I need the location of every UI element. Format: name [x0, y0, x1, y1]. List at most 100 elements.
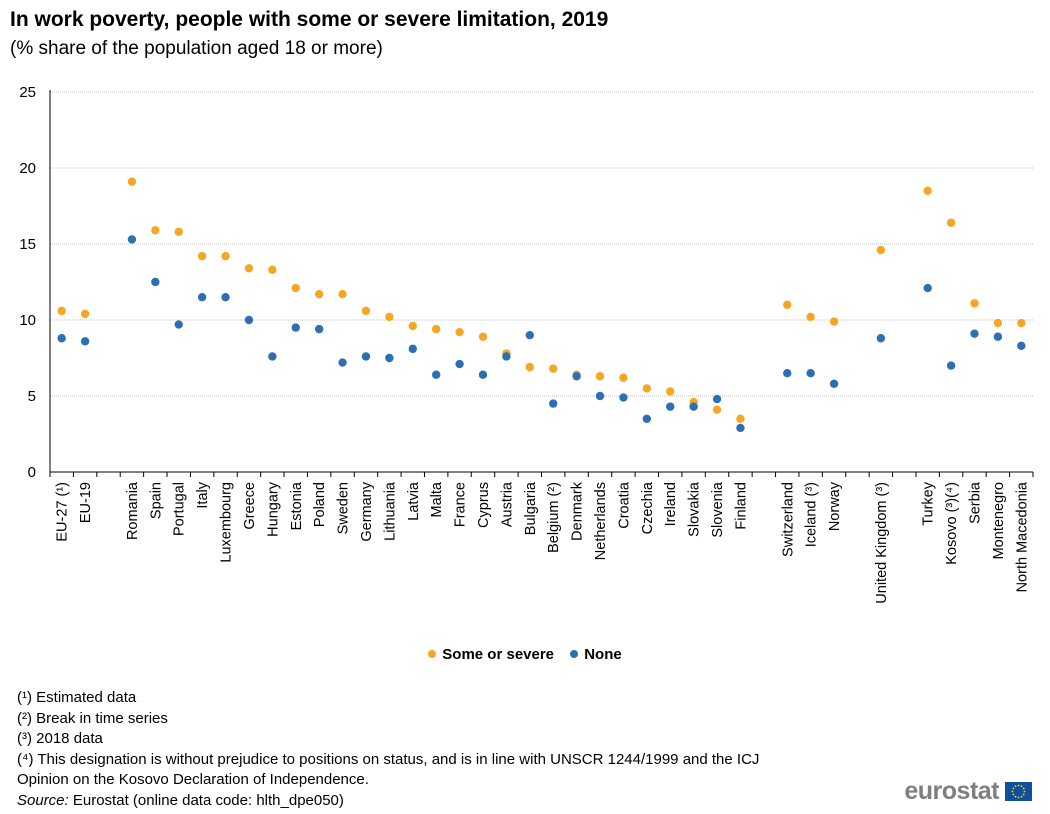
data-point-none — [619, 393, 628, 402]
data-point-some — [1017, 318, 1026, 328]
data-point-some — [619, 373, 628, 382]
data-point-none — [244, 315, 254, 325]
flag-star — [1020, 785, 1023, 788]
x-tick-label: Italy — [195, 481, 211, 508]
legend: Some or severe None — [0, 645, 1050, 663]
flag-star — [1020, 795, 1023, 798]
data-point-none — [291, 323, 300, 332]
data-point-some — [197, 251, 207, 261]
data-point-some — [174, 227, 183, 237]
flag-star — [1014, 785, 1017, 788]
flag-star — [1017, 784, 1020, 787]
data-point-none — [572, 372, 581, 381]
flag-star — [1017, 796, 1020, 799]
data-point-none — [338, 358, 347, 367]
data-point-some — [314, 289, 324, 299]
x-tick-label: Bulgaria — [523, 481, 539, 535]
x-tick-label: Czechia — [640, 481, 656, 534]
x-tick-label: Slovakia — [687, 481, 703, 537]
data-point-some — [783, 300, 792, 309]
data-point-some — [127, 177, 137, 186]
footnote: (²) Break in time series — [17, 709, 168, 727]
x-tick-label: Cyprus — [476, 482, 492, 528]
data-point-none — [221, 293, 230, 302]
data-point-some — [291, 283, 300, 293]
data-point-some — [478, 332, 488, 341]
eu-flag-icon — [1005, 782, 1032, 801]
chart-svg: 0 5 10 15 20 25 EU-27 (¹) EU-19 Romania Spain Port… — [19, 84, 1034, 604]
logo-text: eurostat — [904, 777, 999, 805]
data-point-some — [525, 362, 534, 372]
x-tick-label: Germany — [359, 481, 375, 541]
x-tick-label: Latvia — [406, 481, 422, 521]
data-point-none — [549, 399, 558, 408]
x-tick-label: Poland — [312, 482, 328, 527]
x-tick-label: Netherlands — [593, 482, 609, 560]
legend-marker-some — [428, 650, 437, 658]
data-point-none — [1017, 341, 1026, 351]
x-tick-label: Luxembourg — [219, 482, 235, 563]
source-label: Source: — [17, 791, 69, 809]
flag-star — [1012, 793, 1015, 796]
x-tick-label: United Kingdom (³) — [874, 482, 890, 604]
data-point-none — [783, 369, 792, 378]
data-point-some — [268, 265, 277, 275]
footnote: (³) 2018 data — [17, 730, 103, 747]
data-point-some — [221, 251, 230, 261]
flag-star — [1022, 787, 1025, 790]
data-point-none — [525, 331, 534, 340]
data-point-some — [244, 264, 254, 273]
x-tick-label: Romania — [125, 481, 141, 540]
x-tick-label: North Macedonia — [1014, 481, 1030, 592]
footnote: (⁴) This designation is without prejudic… — [17, 750, 760, 768]
x-tick-label: Finland — [733, 482, 749, 530]
x-tick-label: Montenegro — [991, 482, 1007, 559]
x-tick-label: Austria — [499, 481, 515, 527]
data-point-none — [970, 329, 979, 338]
data-point-none — [595, 391, 605, 401]
x-tick-label: Kosovo (³)(⁴) — [944, 482, 960, 565]
y-tick-label: 25 — [19, 84, 36, 101]
x-tick-label: France — [453, 482, 469, 527]
data-point-none — [127, 235, 137, 244]
y-tick-label: 10 — [19, 312, 36, 329]
legend-item-none: None — [570, 646, 622, 663]
data-point-none — [151, 277, 160, 287]
data-point-none — [666, 402, 675, 411]
data-point-some — [642, 384, 652, 393]
data-point-none — [993, 332, 1003, 341]
chart-title: In work poverty, people with some or sev… — [10, 8, 609, 31]
flag-star — [1022, 793, 1025, 796]
data-point-none — [806, 369, 815, 378]
footnote: Opinion on the Kosovo Declaration of Ind… — [17, 771, 369, 788]
y-tick-label: 20 — [19, 160, 36, 177]
data-point-none — [80, 337, 90, 346]
x-tick-label: Denmark — [570, 481, 586, 541]
data-point-none — [712, 394, 722, 404]
data-point-some — [338, 289, 347, 299]
legend-marker-none — [570, 650, 579, 658]
x-tick-label: Belgium (²) — [546, 482, 562, 553]
data-point-some — [408, 321, 417, 331]
data-point-some — [455, 327, 464, 337]
data-point-none — [736, 423, 745, 433]
data-point-some — [595, 372, 605, 381]
chart-subtitle: (% share of the population aged 18 or mo… — [10, 38, 383, 59]
data-point-none — [478, 370, 488, 379]
source-line: Source: Eurostat (online data code: hlth… — [17, 791, 759, 812]
flag-star — [1011, 790, 1014, 793]
eurostat-logo: eurostat — [904, 777, 1032, 806]
flag-star — [1014, 795, 1017, 798]
data-point-none — [268, 352, 277, 361]
x-tick-label: Lithuania — [382, 481, 398, 541]
data-point-none — [876, 334, 886, 343]
flag-star — [1023, 790, 1026, 793]
data-point-none — [361, 352, 371, 361]
x-tick-label: Croatia — [616, 481, 632, 529]
data-point-some — [712, 405, 722, 414]
data-point-some — [549, 364, 558, 373]
x-tick-label: Ireland — [663, 482, 679, 526]
x-tick-label: EU-19 — [78, 482, 94, 523]
y-tick-label: 5 — [28, 388, 36, 405]
data-point-some — [806, 312, 815, 322]
